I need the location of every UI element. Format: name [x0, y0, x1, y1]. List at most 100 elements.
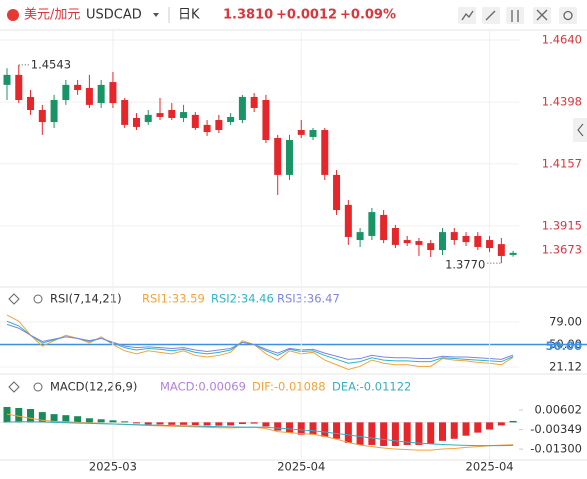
macd-bar — [403, 422, 411, 445]
macd-bar — [74, 416, 82, 423]
legend-label: DEA:-0.01122 — [332, 380, 411, 394]
macd-bar — [3, 406, 11, 423]
macd-bar — [38, 412, 46, 423]
candle-body — [250, 96, 258, 108]
candle-body — [497, 244, 505, 256]
macd-bar — [450, 422, 458, 439]
price: 1.3810 — [223, 8, 273, 23]
candle-body — [156, 113, 164, 117]
settings-button[interactable] — [559, 7, 577, 24]
macd-bar — [191, 422, 199, 426]
macd-bar — [156, 422, 164, 425]
flag-icon — [7, 9, 19, 21]
collapse-icon — [577, 123, 584, 137]
legend-label: DIF:-0.01088 — [252, 380, 326, 394]
y-tick-label: 79.00 — [549, 315, 582, 329]
type-button[interactable] — [506, 7, 524, 24]
candle-body — [262, 100, 270, 141]
macd-bar — [85, 418, 93, 423]
y-tick-label: 1.4398 — [542, 95, 582, 109]
candle-body — [74, 84, 82, 91]
dropdown-arrow[interactable] — [153, 13, 159, 17]
reference-label: 50.00 — [546, 339, 582, 353]
candle-body — [15, 74, 23, 101]
candle-body — [474, 235, 482, 247]
header: 美元/加元 USDCAD 日K 1.3810 +0.0012 +0.09% — [7, 7, 577, 24]
candle-body — [356, 232, 364, 241]
candle-body — [168, 110, 176, 118]
macd-bar — [144, 422, 152, 425]
y-tick-label: -0.01300 — [530, 442, 582, 456]
panel-title: MACD(12,26,9) — [50, 380, 137, 394]
rsi-line — [6, 323, 514, 360]
candle-body — [274, 137, 282, 175]
candle-body — [180, 112, 188, 118]
x-tick-label: 2025-03 — [89, 460, 137, 474]
candle-body — [486, 240, 494, 248]
macd-bar — [262, 422, 270, 427]
macd-bar — [474, 422, 482, 433]
symbol: USDCAD — [86, 8, 142, 23]
y-tick-label: -0.00349 — [530, 422, 582, 436]
candle-body — [97, 84, 105, 104]
candle-body — [144, 114, 152, 123]
macd-bar — [180, 422, 188, 425]
macd-bar — [132, 422, 140, 424]
fullscreen-icon — [536, 9, 548, 21]
candle-body — [415, 241, 423, 245]
panel-title: RSI(7,14,21) — [50, 292, 122, 306]
macd-bar — [121, 421, 129, 423]
macd-bar — [415, 422, 423, 445]
candle-body — [391, 227, 399, 245]
y-tick-label: 1.4157 — [542, 156, 582, 170]
y-tick-label: 1.3915 — [542, 218, 582, 232]
candle-body — [203, 124, 211, 133]
macd-bar — [380, 422, 388, 446]
macd-bar — [50, 414, 58, 423]
candle-body — [403, 240, 411, 244]
candle-body — [450, 232, 458, 241]
candle-body — [509, 252, 517, 255]
candle-body — [333, 174, 341, 211]
macd-bar — [344, 422, 352, 443]
candle-body — [50, 100, 58, 123]
candle-body — [321, 130, 329, 175]
macd-bar — [285, 422, 293, 433]
macd-bar — [227, 422, 235, 426]
x-tick-label: 2025-04 — [277, 460, 325, 474]
candle-body — [344, 204, 352, 237]
candle-body — [462, 235, 470, 243]
settings-icon — [563, 10, 573, 21]
macd-bar — [215, 422, 223, 426]
candle-body — [85, 87, 93, 105]
macd-bar — [168, 422, 176, 425]
type-icon — [511, 10, 519, 22]
macd-bar — [486, 422, 494, 430]
macd-bar — [427, 422, 435, 444]
candle-body — [3, 74, 11, 85]
draw-icon — [485, 10, 496, 21]
candle-body — [27, 96, 35, 111]
macd-line — [6, 421, 514, 447]
y-tick-label: 1.3673 — [542, 243, 582, 257]
collapse-button[interactable] — [573, 118, 587, 142]
x-tick-label: 2025-04 — [466, 460, 514, 474]
candle-body — [38, 110, 46, 123]
macd-bar — [238, 422, 246, 425]
macd-bar — [297, 422, 305, 435]
macd-bar — [309, 422, 317, 435]
macd-bar — [438, 422, 446, 441]
macd-bar — [356, 422, 364, 445]
macd-bar — [109, 420, 117, 423]
candle-body — [132, 117, 140, 127]
macd-bar — [27, 409, 35, 423]
candle-body — [62, 84, 70, 101]
period[interactable]: 日K — [178, 8, 200, 23]
candle-body — [368, 212, 376, 236]
macd-icons — [8, 381, 43, 393]
macd-bar — [497, 422, 505, 426]
candle-body — [297, 130, 305, 135]
candle-body — [109, 82, 117, 104]
macd-bar — [321, 422, 329, 437]
y-tick-label: 21.12 — [549, 360, 582, 374]
